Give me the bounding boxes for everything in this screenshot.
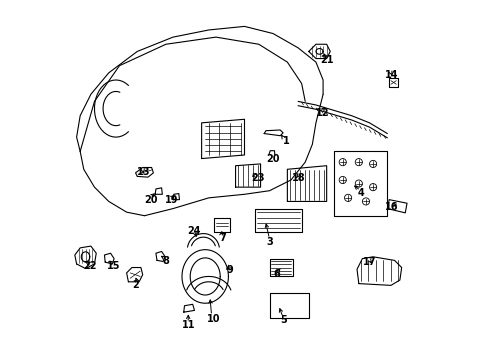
- Text: 3: 3: [266, 237, 273, 247]
- Text: 7: 7: [219, 233, 225, 243]
- Text: 2: 2: [132, 280, 139, 290]
- Text: 4: 4: [357, 188, 364, 198]
- Text: 24: 24: [187, 226, 201, 236]
- Text: 14: 14: [384, 70, 398, 80]
- Text: 10: 10: [207, 314, 221, 324]
- Text: 23: 23: [250, 173, 264, 183]
- Text: 17: 17: [362, 257, 375, 267]
- Text: 12: 12: [316, 108, 329, 118]
- Text: 19: 19: [164, 195, 178, 205]
- Text: 20: 20: [266, 154, 279, 163]
- Text: 22: 22: [83, 261, 96, 271]
- Text: 6: 6: [273, 269, 280, 279]
- Text: 8: 8: [162, 256, 169, 266]
- Text: 16: 16: [384, 202, 398, 212]
- Text: 21: 21: [319, 55, 333, 65]
- Text: 1: 1: [283, 136, 289, 147]
- Text: 5: 5: [280, 315, 286, 325]
- Text: 18: 18: [291, 173, 305, 183]
- Text: 9: 9: [225, 265, 232, 275]
- Text: 13: 13: [136, 167, 150, 177]
- Text: 11: 11: [182, 320, 195, 330]
- Text: 20: 20: [143, 195, 157, 205]
- Text: 15: 15: [107, 261, 120, 271]
